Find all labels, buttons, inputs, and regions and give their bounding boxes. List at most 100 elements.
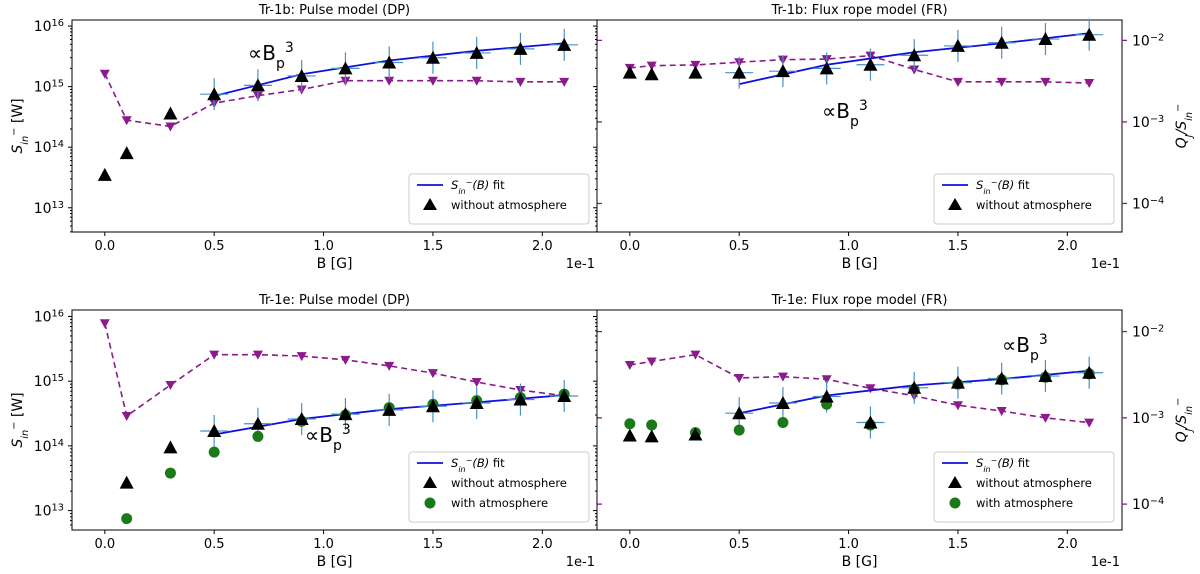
qj-ratio-marker	[340, 355, 351, 365]
legend-circle-swatch	[949, 497, 961, 509]
qj-ratio-marker	[252, 350, 263, 360]
x-offset-label: 1e-1	[566, 555, 595, 570]
right-y-tick-label: 10−4	[1132, 195, 1164, 213]
legend-triangle-swatch	[423, 198, 437, 210]
without-atmosphere-marker	[97, 167, 112, 181]
without-atmosphere-marker	[557, 389, 572, 403]
panel-title: Tr-1b: Pulse model (DP)	[258, 3, 410, 18]
without-atmosphere-marker	[994, 371, 1009, 385]
qj-ratio-marker	[427, 76, 438, 86]
legend-triangle-swatch	[423, 476, 437, 488]
x-tick-label: 0.0	[619, 239, 640, 254]
y-tick-label: 1014	[34, 437, 64, 455]
without-atmosphere-marker	[819, 389, 834, 403]
panel-2: Tr-1b: Flux rope model (FR) 0.0 0.5 1.0 1.5 2…	[593, 3, 1195, 272]
qj-ratio-line	[629, 54, 1090, 84]
legend-frame	[933, 451, 1115, 523]
without-atmosphere-marker	[513, 41, 528, 55]
right-y-tick-label: 10−4	[1132, 496, 1164, 514]
legend-frame	[408, 451, 590, 523]
x-tick-label: 0.0	[619, 537, 640, 552]
qj-ratio-marker	[165, 122, 176, 132]
right-y-axis-label: QJ/Sin−	[1173, 398, 1195, 443]
without-atmosphere-marker	[1038, 32, 1053, 46]
x-tick-label: 1.0	[313, 239, 334, 254]
without-atmosphere-marker	[775, 395, 790, 409]
x-tick-label: 0.5	[204, 239, 225, 254]
qj-ratio-marker	[384, 361, 395, 371]
x-tick-label: 1.5	[423, 239, 444, 254]
without-atmosphere-marker	[425, 50, 440, 64]
without-atmosphere-marker	[382, 55, 397, 69]
qj-ratio-marker	[296, 352, 307, 362]
x-offset-label: 1e-1	[566, 257, 595, 272]
without-atmosphere-marker	[950, 375, 965, 389]
x-axis-label: B [G]	[842, 554, 878, 570]
without-atmosphere-marker	[250, 416, 265, 430]
legend: Sin−(B) fit without atmosphere	[933, 173, 1115, 225]
qj-ratio-marker	[1040, 413, 1051, 423]
without-atmosphere-marker	[294, 412, 309, 426]
scaling-annotation: ∝Bp3	[822, 98, 868, 130]
without-atmosphere-marker	[907, 48, 922, 62]
qj-ratio-marker	[384, 76, 395, 86]
y-tick-label: 1016	[34, 18, 64, 36]
qj-ratio-line	[629, 353, 1090, 424]
qj-ratio-line	[104, 323, 565, 418]
without-atmosphere-marker	[622, 65, 637, 79]
legend-triangle-swatch	[948, 198, 962, 210]
x-offset-label: 1e-1	[1091, 555, 1120, 570]
x-axis-label: B [G]	[842, 256, 878, 272]
y-tick-label: 1013	[34, 199, 64, 217]
qj-ratio-marker	[165, 381, 176, 391]
with-atmosphere-marker	[208, 446, 220, 458]
without-atmosphere-marker	[338, 407, 353, 421]
legend: Sin−(B) fit without atmosphere with atmosp…	[933, 451, 1115, 523]
right-y-tick-label: 10−3	[1132, 409, 1164, 427]
legend-without-label: without atmosphere	[976, 198, 1092, 212]
legend-without-label: without atmosphere	[451, 476, 567, 490]
with-atmosphere-marker	[121, 513, 133, 525]
without-atmosphere-marker	[863, 415, 878, 429]
without-atmosphere-marker	[775, 64, 790, 78]
without-atmosphere-marker	[622, 428, 637, 442]
right-y-tick-label: 10−2	[1132, 32, 1164, 50]
without-atmosphere-marker	[950, 38, 965, 52]
plot-frame	[596, 19, 1123, 233]
legend: Sin−(B) fit without atmosphere with atmosp…	[408, 451, 590, 523]
without-atmosphere-marker	[425, 399, 440, 413]
qj-ratio-marker	[624, 360, 635, 370]
without-atmosphere-marker	[688, 427, 703, 441]
qj-ratio-marker	[996, 407, 1007, 417]
without-atmosphere-marker	[863, 57, 878, 71]
y-axis-label: Sin− [W]	[9, 98, 31, 153]
qj-ratio-marker	[690, 60, 701, 70]
scaling-annotation: ∝Bp3	[305, 422, 351, 454]
x-axis-label: B [G]	[317, 554, 353, 570]
without-atmosphere-marker	[163, 440, 178, 454]
qj-ratio-marker	[734, 373, 745, 383]
y-axis-label: Sin− [W]	[9, 392, 31, 447]
without-atmosphere-marker	[1082, 27, 1097, 41]
without-atmosphere-marker	[382, 402, 397, 416]
legend-without-label: without atmosphere	[976, 476, 1092, 490]
y-tick-label: 1016	[34, 308, 64, 326]
x-tick-label: 2.0	[1057, 239, 1078, 254]
panel-title: Tr-1e: Pulse model (DP)	[258, 293, 410, 308]
x-tick-label: 1.5	[423, 537, 444, 552]
legend-frame	[408, 173, 590, 225]
panel-3: Tr-1e: Pulse model (DP) 0.0 0.5 1.0 1.5 2.0 B …	[9, 293, 602, 570]
without-atmosphere-marker	[469, 45, 484, 59]
legend-with-label: with atmosphere	[451, 496, 548, 510]
without-atmosphere-marker	[1038, 369, 1053, 383]
legend-fit-label: Sin−(B) fit	[451, 456, 505, 474]
qj-ratio-marker	[121, 412, 132, 422]
panel-4: Tr-1e: Flux rope model (FR) 0.0 0.5 1.0 1.5 2…	[593, 293, 1195, 570]
without-atmosphere-marker	[469, 395, 484, 409]
x-tick-label: 1.5	[948, 537, 969, 552]
qj-ratio-marker	[1040, 77, 1051, 87]
with-atmosphere-marker	[624, 418, 636, 430]
without-atmosphere-marker	[338, 61, 353, 75]
legend-with-label: with atmosphere	[976, 496, 1073, 510]
without-atmosphere-marker	[732, 406, 747, 420]
